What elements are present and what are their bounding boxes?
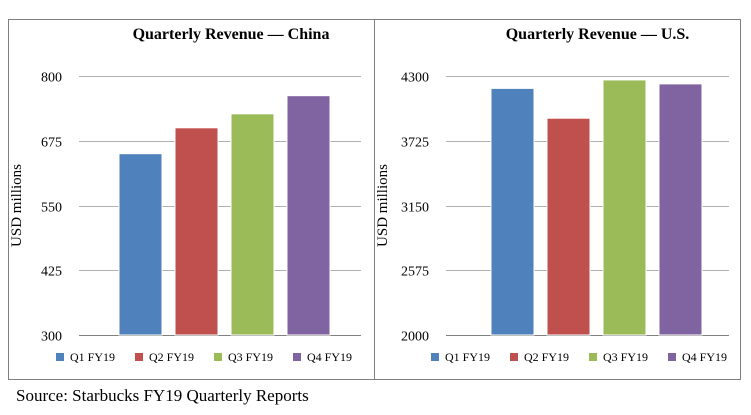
y-tick-label: 3150 (401, 201, 429, 216)
bar-q1-fy19 (490, 87, 535, 336)
figure-frame (8, 19, 741, 380)
y-tick-label: 800 (41, 71, 62, 86)
legend-label: Q1 FY19 (70, 350, 115, 364)
bar-q1-fy19 (118, 153, 163, 336)
legend-label: Q3 FY19 (228, 350, 273, 364)
legend-swatch (135, 353, 143, 361)
y-tick-label: 2575 (401, 265, 429, 280)
bar-q3-fy19 (602, 79, 647, 336)
y-axis-label: USD millions (375, 164, 391, 247)
bar-q4-fy19 (286, 95, 331, 336)
y-tick-label: 550 (41, 201, 62, 216)
y-tick-label: 2000 (401, 330, 429, 345)
bar-q2-fy19 (174, 127, 219, 336)
bar-q2-fy19 (546, 117, 591, 336)
legend-swatch (589, 353, 597, 361)
source-note: Source: Starbucks FY19 Quarterly Reports (16, 386, 309, 405)
chart-title: Quarterly Revenue — U.S. (506, 26, 690, 43)
bar-q3-fy19 (230, 113, 275, 336)
y-axis-label: USD millions (9, 164, 25, 247)
legend-swatch (431, 353, 439, 361)
y-tick-label: 3725 (401, 136, 429, 151)
chart-panel-2: 2000 2575 3150 3725 4300 Quarterly Revenue — … (374, 20, 729, 379)
legend-label: Q2 FY19 (149, 350, 194, 364)
chart-title: Quarterly Revenue — China (133, 26, 330, 43)
legend-swatch (293, 353, 301, 361)
legend-swatch (510, 353, 518, 361)
legend-swatch (56, 353, 64, 361)
legend-label: Q3 FY19 (603, 350, 648, 364)
legend-label: Q4 FY19 (682, 350, 727, 364)
y-tick-label: 300 (41, 330, 62, 345)
legend-label: Q2 FY19 (524, 350, 569, 364)
y-tick-label: 425 (41, 265, 62, 280)
y-tick-label: 4300 (401, 71, 429, 86)
legend-label: Q4 FY19 (307, 350, 352, 364)
legend-swatch (668, 353, 676, 361)
legend-label: Q1 FY19 (445, 350, 490, 364)
y-tick-label: 675 (41, 136, 62, 151)
legend-swatch (214, 353, 222, 361)
bar-q4-fy19 (658, 83, 703, 336)
chart-panel-1: 300 425 550 675 800 Quarterly Revenue — China… (9, 26, 361, 364)
